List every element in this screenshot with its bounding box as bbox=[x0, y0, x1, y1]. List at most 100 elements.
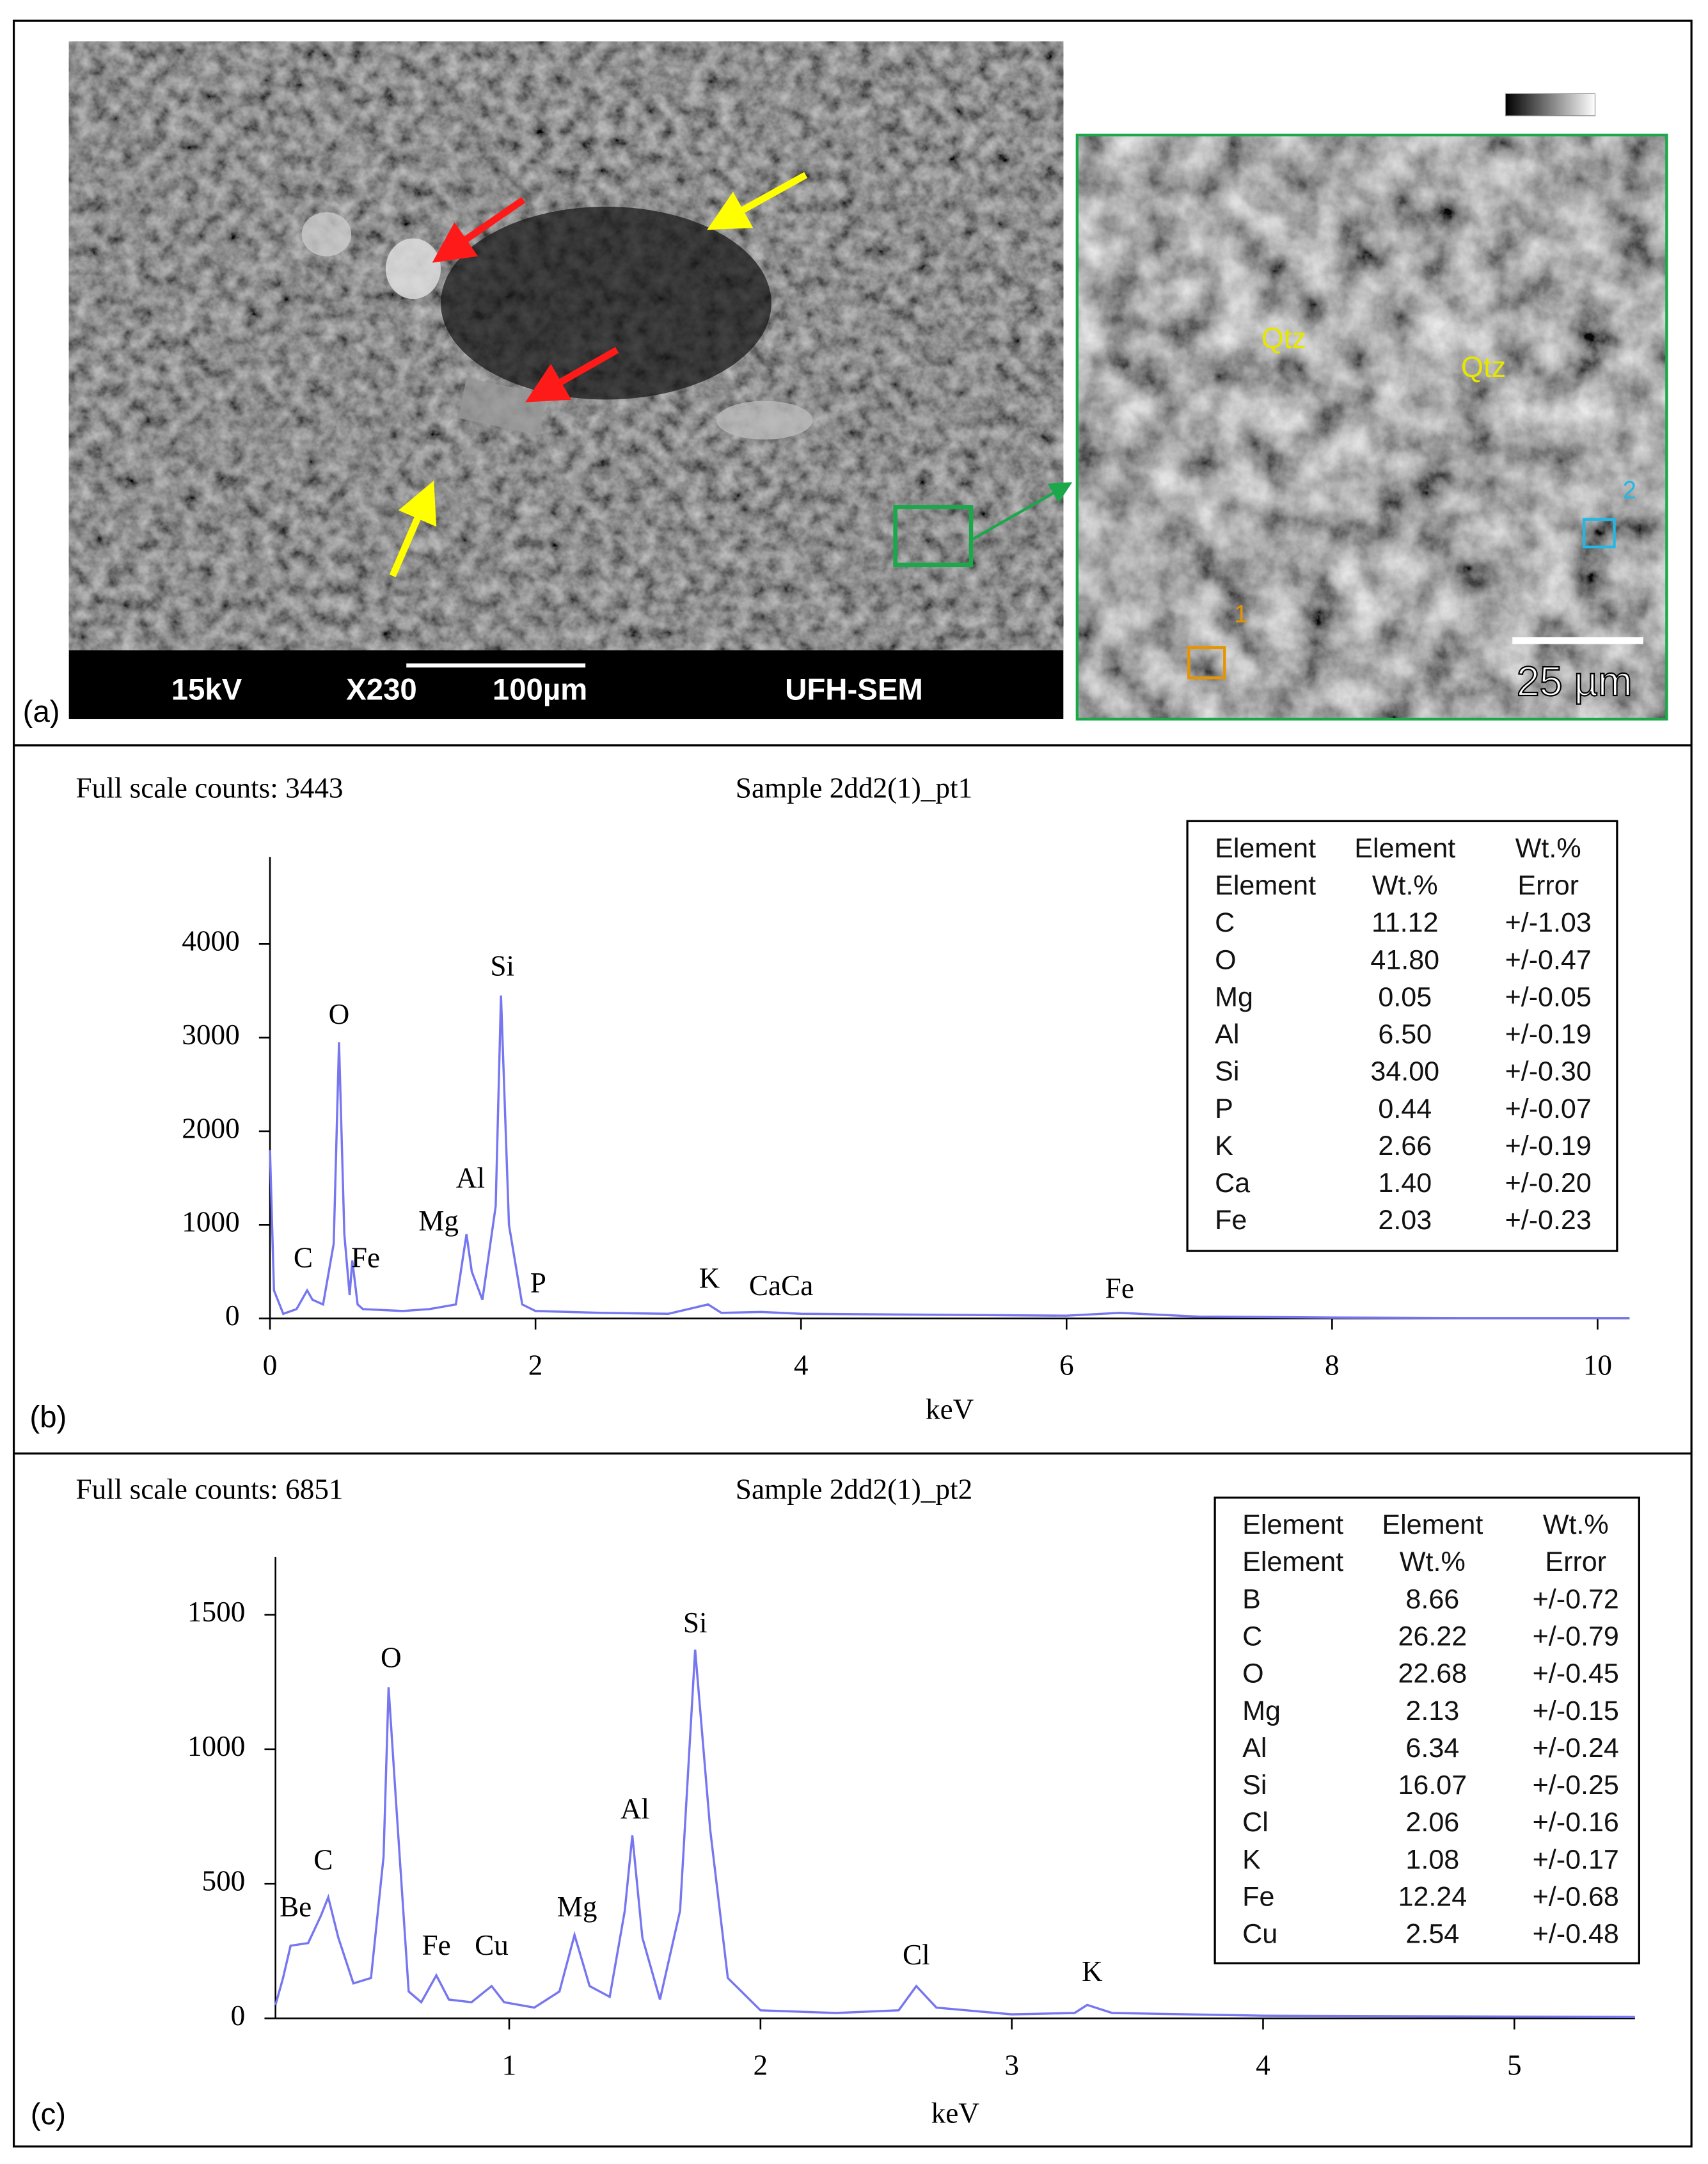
subtitle: Full scale counts: 3443 bbox=[75, 772, 343, 804]
x-tick-label: 10 bbox=[1583, 1349, 1612, 1381]
table-cell: +/-1.03 bbox=[1505, 907, 1592, 938]
table-header: Element bbox=[1215, 870, 1316, 901]
sem-scale: 100µm bbox=[493, 672, 587, 706]
table-cell: 2.03 bbox=[1378, 1205, 1432, 1236]
spectrum-line bbox=[269, 995, 1630, 1319]
peak-label: Mg bbox=[418, 1205, 459, 1237]
table-header: Wt.% bbox=[1543, 1509, 1609, 1540]
table-cell: 6.34 bbox=[1405, 1733, 1459, 1763]
table-cell: +/-0.45 bbox=[1533, 1659, 1619, 1689]
inset-border bbox=[1075, 133, 1668, 721]
table-cell: Fe bbox=[1215, 1205, 1247, 1236]
x-tick-label: 0 bbox=[263, 1349, 278, 1381]
point-label: 2 bbox=[1622, 477, 1636, 504]
y-tick-label: 2000 bbox=[182, 1112, 239, 1144]
table-cell: Al bbox=[1215, 1019, 1239, 1050]
table-header: Element bbox=[1215, 833, 1316, 864]
table-cell: +/-0.25 bbox=[1533, 1770, 1619, 1801]
eds-chart: Full scale counts: 6851 Sample 2dd2(1)_pt… bbox=[31, 1473, 1640, 2131]
table-cell: +/-0.24 bbox=[1533, 1733, 1619, 1763]
sem-inset: Qtz Qtz 1 2 25 µm bbox=[1075, 93, 1668, 721]
y-tick-label: 1500 bbox=[187, 1596, 245, 1628]
table-cell: Cu bbox=[1242, 1919, 1277, 1950]
sem-particle bbox=[301, 212, 352, 257]
table-header: Element bbox=[1382, 1509, 1483, 1540]
table-cell: 22.68 bbox=[1398, 1659, 1467, 1689]
table-cell: Mg bbox=[1242, 1696, 1281, 1726]
table-box bbox=[1186, 820, 1618, 1252]
point-box bbox=[1583, 518, 1616, 548]
x-tick-label: 6 bbox=[1059, 1349, 1074, 1381]
x-tick-label: 2 bbox=[528, 1349, 543, 1381]
table-cell: 2.13 bbox=[1405, 1696, 1459, 1726]
peak-label: Fe bbox=[1105, 1273, 1134, 1305]
chart-title: Sample 2dd2(1)_pt2 bbox=[736, 1473, 972, 1505]
zoom-box bbox=[893, 505, 974, 568]
arrow bbox=[707, 171, 808, 230]
y-tick-label: 3000 bbox=[182, 1019, 239, 1051]
x-tick-label: 8 bbox=[1325, 1349, 1340, 1381]
table-header: Error bbox=[1517, 870, 1579, 901]
peak-label: C bbox=[313, 1844, 333, 1876]
arrow bbox=[432, 196, 526, 263]
table-cell: +/-0.47 bbox=[1505, 944, 1592, 975]
y-tick-label: 0 bbox=[225, 1300, 240, 1332]
table-cell: Fe bbox=[1242, 1881, 1274, 1912]
table-header: Wt.% bbox=[1515, 833, 1581, 864]
table-cell: 34.00 bbox=[1370, 1056, 1439, 1087]
table-cell: 12.24 bbox=[1398, 1881, 1467, 1912]
peak-label: O bbox=[329, 998, 350, 1030]
panel-label: (c) bbox=[31, 2097, 66, 2131]
table-cell: +/-0.79 bbox=[1533, 1621, 1619, 1652]
sem-particle bbox=[716, 401, 813, 440]
table-cell: 11.12 bbox=[1372, 907, 1439, 938]
table-cell: 2.06 bbox=[1405, 1807, 1459, 1838]
sem-instrument: UFH-SEM bbox=[785, 672, 923, 706]
table-header: Wt.% bbox=[1400, 1547, 1466, 1577]
peak-label: Fe bbox=[422, 1929, 450, 1961]
table-cell: +/-0.68 bbox=[1533, 1881, 1619, 1912]
table-cell: Ca bbox=[1215, 1168, 1250, 1198]
eds-chart: Full scale counts: 3443 Sample 2dd2(1)_pt… bbox=[29, 772, 1630, 1434]
table-cell: 2.66 bbox=[1378, 1131, 1432, 1161]
point-label: 1 bbox=[1234, 601, 1248, 628]
table-box bbox=[1214, 1496, 1640, 1964]
x-tick-label: 4 bbox=[794, 1349, 809, 1381]
table-cell: Mg bbox=[1215, 982, 1253, 1012]
peak-label: K bbox=[1082, 1955, 1103, 1987]
table-cell: +/-0.20 bbox=[1505, 1168, 1592, 1198]
peak-label: O bbox=[381, 1641, 402, 1673]
peak-label: K bbox=[699, 1262, 720, 1294]
y-tick-label: 500 bbox=[202, 1865, 245, 1897]
table-cell: K bbox=[1215, 1131, 1233, 1161]
sem-voltage: 15kV bbox=[171, 672, 242, 706]
x-axis-label: keV bbox=[926, 1393, 974, 1425]
y-tick-label: 1000 bbox=[182, 1206, 239, 1238]
table-cell: 1.08 bbox=[1405, 1844, 1459, 1875]
table-cell: P bbox=[1215, 1094, 1233, 1124]
table-cell: 2.54 bbox=[1405, 1919, 1459, 1950]
y-tick-label: 1000 bbox=[187, 1730, 245, 1762]
peak-label: Cl bbox=[903, 1939, 930, 1971]
table-header: Wt.% bbox=[1372, 870, 1438, 901]
peak-label: Si bbox=[683, 1607, 708, 1639]
table-cell: Cl bbox=[1242, 1807, 1269, 1838]
mineral-label: Qtz bbox=[1261, 322, 1306, 354]
table-cell: 6.50 bbox=[1378, 1019, 1432, 1050]
mineral-label: Qtz bbox=[1461, 351, 1506, 383]
x-tick-label: 5 bbox=[1507, 2049, 1522, 2081]
table-header: Element bbox=[1242, 1547, 1343, 1577]
subtitle: Full scale counts: 6851 bbox=[75, 1473, 343, 1505]
peak-label: Mg bbox=[557, 1891, 597, 1923]
table-cell: 1.40 bbox=[1378, 1168, 1432, 1198]
x-axis-label: keV bbox=[931, 2097, 980, 2129]
panel-label: (a) bbox=[23, 695, 60, 729]
table-cell: B bbox=[1242, 1584, 1261, 1614]
sem-dark-region bbox=[441, 206, 771, 400]
peak-label: Al bbox=[456, 1162, 485, 1194]
chart-title: Sample 2dd2(1)_pt1 bbox=[736, 772, 972, 804]
peak-label: CaCa bbox=[749, 1269, 813, 1301]
zoom-arrow bbox=[970, 482, 1073, 541]
color-bar bbox=[1505, 93, 1595, 116]
x-tick-label: 2 bbox=[754, 2049, 768, 2081]
